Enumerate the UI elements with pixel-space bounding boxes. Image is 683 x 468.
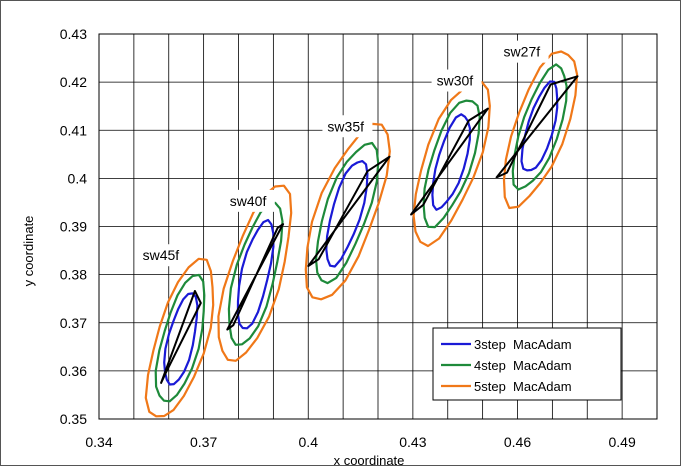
y-tick-label: 0.36	[60, 363, 87, 379]
sw30f-ring-5step	[412, 81, 491, 248]
sw35f-ring-4step	[314, 141, 380, 285]
y-tick-label: 0.41	[60, 122, 87, 138]
group-sw40f	[217, 184, 293, 362]
x-tick-label: 0.37	[190, 434, 217, 450]
y-tick-label: 0.43	[60, 26, 87, 42]
group-sw45f	[144, 257, 215, 418]
x-tick-label: 0.49	[609, 434, 636, 450]
legend: 3step MacAdam 4step MacAdam 5step MacAda…	[432, 327, 622, 401]
sw40f-ring-3step	[236, 218, 275, 330]
sw35f-label: sw35f	[327, 118, 364, 134]
sw45f-ring-5step	[144, 257, 215, 418]
y-tick-label: 0.42	[60, 74, 87, 90]
x-tick-label: 0.4	[299, 434, 319, 450]
tick-layer: 0.35 0.36 0.37 0.38 0.39 0.4 0.41 0.42 0.43 0.34 0…	[60, 26, 636, 450]
group-sw30f	[410, 81, 491, 248]
legend-label-5step: 5step MacAdam	[474, 379, 572, 394]
sw35f-boundary	[307, 155, 391, 267]
sw27f-ring-3step	[520, 80, 559, 172]
group-sw27f	[495, 50, 579, 210]
group-label-layer: sw45f sw40f sw35f sw30f sw27f	[137, 40, 549, 267]
sw45f-boundary	[160, 290, 202, 384]
x-tick-label: 0.43	[399, 434, 426, 450]
sw27f-label-bg	[498, 40, 549, 63]
y-axis-title: y coordinate	[21, 216, 36, 287]
sw35f-label-bg	[322, 115, 373, 138]
sw40f-boundary	[226, 223, 285, 331]
y-tick-label: 0.39	[60, 219, 87, 235]
sw30f-ring-4step	[422, 99, 481, 229]
sw27f-ring-4step	[511, 63, 568, 191]
group-sw35f	[304, 122, 391, 301]
sw40f-ring-5step	[217, 184, 293, 362]
sw27f-boundary	[495, 75, 579, 179]
legend-label-3step: 3step MacAdam	[474, 337, 572, 352]
sw30f-label: sw30f	[437, 73, 474, 89]
sw40f-label-bg	[224, 189, 275, 212]
sw30f-label-bg	[431, 69, 482, 92]
sw40f-ring-4step	[227, 201, 284, 346]
sw27f-ring-5step	[502, 50, 579, 210]
y-tick-label: 0.37	[60, 315, 87, 331]
sw35f-ring-3step	[325, 160, 369, 268]
y-tick-label: 0.35	[60, 411, 87, 427]
plot-layer	[144, 50, 579, 418]
sw30f-boundary	[410, 107, 489, 216]
sw45f-ring-3step	[163, 292, 199, 386]
sw27f-label: sw27f	[504, 44, 541, 60]
sw30f-ring-3step	[431, 113, 471, 211]
x-tick-label: 0.34	[85, 434, 112, 450]
sw45f-ring-4step	[154, 273, 206, 403]
x-axis-title: x coordinate	[334, 453, 405, 467]
sw40f-label: sw40f	[230, 193, 267, 209]
legend-label-4step: 4step MacAdam	[474, 358, 572, 373]
sw45f-label-bg	[137, 244, 188, 267]
sw35f-ring-5step	[304, 122, 391, 301]
sw45f-label: sw45f	[143, 247, 180, 263]
x-tick-label: 0.46	[504, 434, 531, 450]
y-tick-label: 0.4	[68, 170, 88, 186]
y-tick-label: 0.38	[60, 267, 87, 283]
